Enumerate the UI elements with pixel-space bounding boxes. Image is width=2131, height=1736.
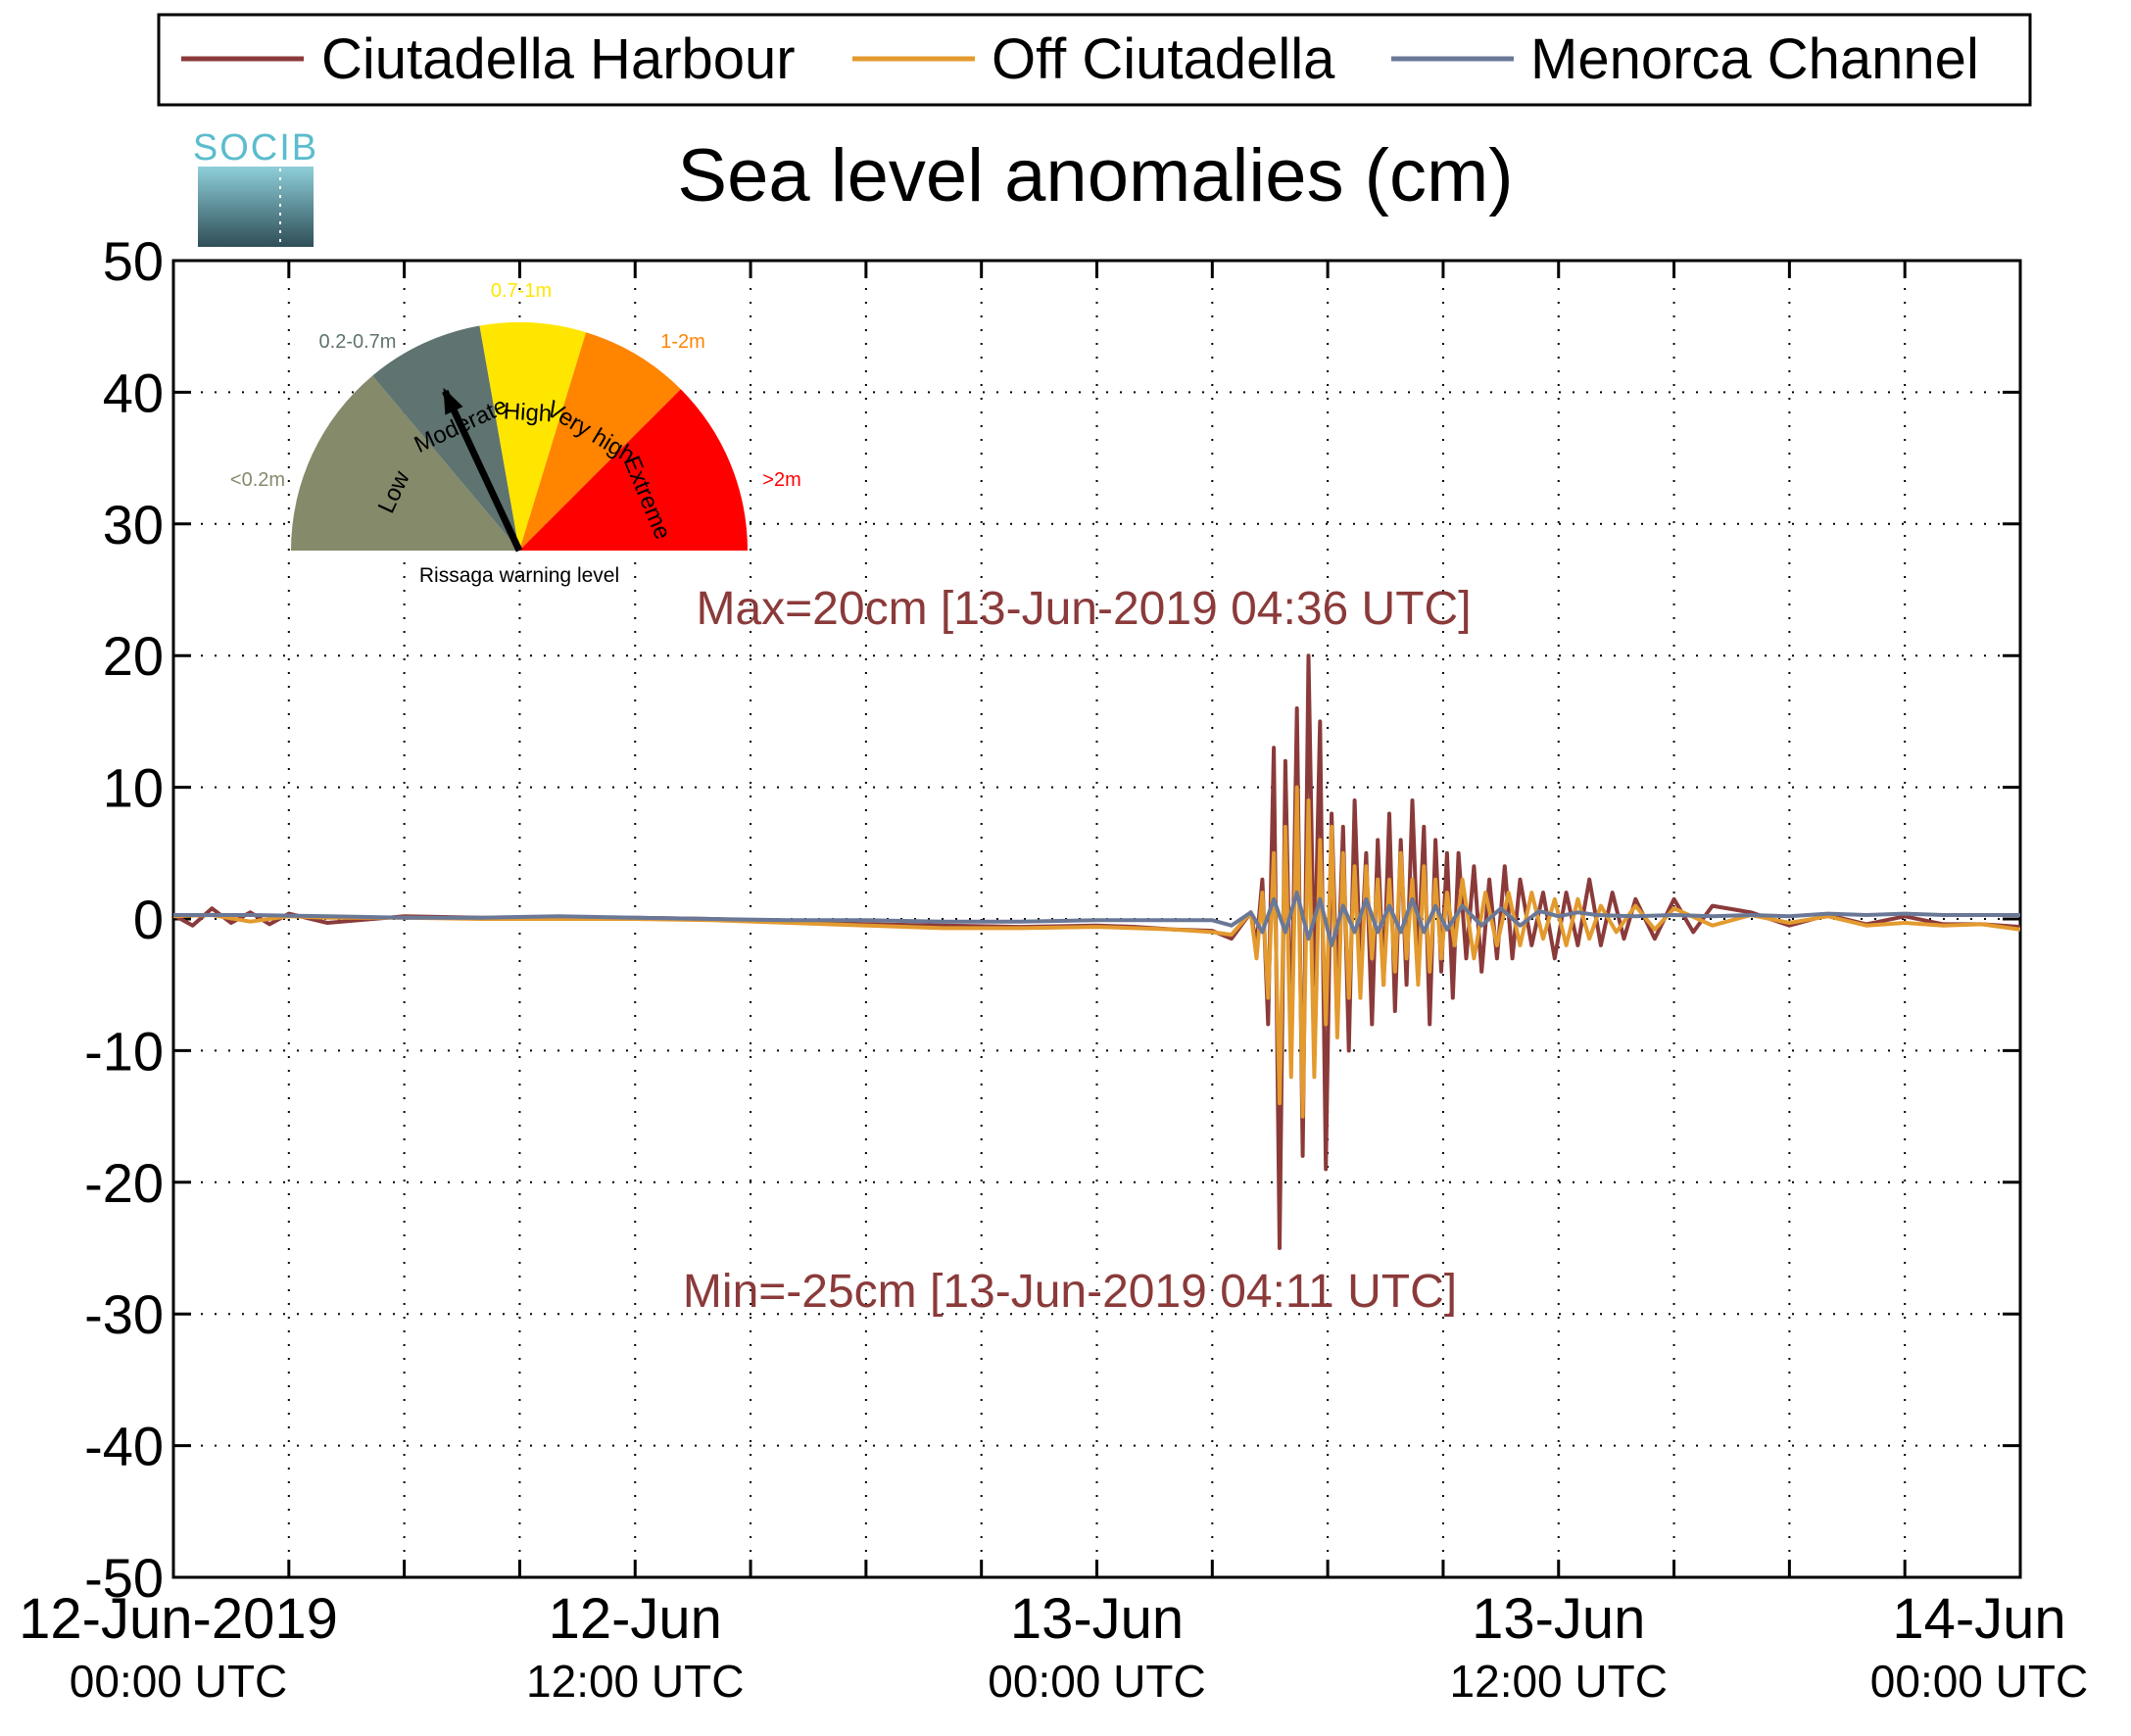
gauge-range-label: 0.7-1m (491, 280, 552, 302)
gauge-level-name: High (503, 398, 553, 427)
x-tick-label-time: 00:00 UTC (988, 1656, 1205, 1707)
gauge-range-label: >2m (762, 469, 800, 491)
gauge-pointer-head (443, 387, 463, 415)
socib-logo: SOCIB (193, 127, 318, 247)
y-tick-label: -40 (84, 1416, 164, 1477)
gauge-sector-high (479, 321, 587, 551)
gauge-sector-very-high (519, 332, 681, 551)
chart-title: Sea level anomalies (cm) (677, 134, 1513, 217)
series-lines (173, 653, 2020, 1250)
logo-water (198, 167, 314, 247)
gauge-pointer (442, 389, 523, 553)
x-tick-label-time: 00:00 UTC (70, 1656, 287, 1707)
annotation-max: Max=20cm [13-Jun-2019 04:36 UTC] (696, 583, 1471, 635)
y-tick-label: 30 (103, 494, 164, 555)
legend-label: Ciutadella Harbour (321, 27, 796, 91)
x-tick-label-date: 12-Jun (549, 1587, 722, 1651)
gauge-sector-moderate (372, 325, 519, 551)
gauge-range-label: 1-2m (660, 331, 705, 353)
x-tick-label-time: 00:00 UTC (1870, 1656, 2088, 1707)
y-tick-label: 40 (103, 362, 164, 423)
annotation-min: Min=-25cm [13-Jun-2019 04:11 UTC] (683, 1266, 1457, 1318)
gauge-sector-extreme (519, 389, 748, 551)
y-tick-label: -10 (84, 1020, 164, 1082)
y-tick-label: -30 (84, 1283, 164, 1345)
warning-gauge: LowModerateHighVery highExtreme<0.2m0.2-… (230, 280, 801, 587)
legend-label: Menorca Channel (1530, 27, 1979, 91)
series-line-menorca-channel (173, 891, 2020, 947)
logo-text: SOCIB (193, 127, 318, 169)
x-tick-label-date: 12-Jun-2019 (19, 1587, 338, 1651)
x-tick-label-date: 14-Jun (1892, 1587, 2065, 1651)
legend: Ciutadella Harbour Off Ciutadella Menorca … (157, 13, 2032, 107)
legend-box (157, 13, 2032, 107)
gauge-sector-low (291, 375, 519, 551)
y-tick-label: 0 (133, 889, 164, 950)
x-tick-label-time: 12:00 UTC (526, 1656, 744, 1707)
x-tick-label-date: 13-Jun (1010, 1587, 1184, 1651)
x-tick-label-time: 12:00 UTC (1450, 1656, 1668, 1707)
x-tick-label-date: 13-Jun (1472, 1587, 1645, 1651)
y-tick-label: -20 (84, 1152, 164, 1214)
axes: 50403020100-10-20-30-40-5012-Jun-201900:… (19, 230, 2088, 1707)
legend-label: Off Ciutadella (992, 27, 1335, 91)
y-tick-label: 50 (103, 230, 164, 292)
gauge-range-label: <0.2m (230, 469, 285, 491)
gauge-range-label: 0.2-0.7m (319, 331, 397, 353)
gauge-title: Rissaga warning level (419, 564, 619, 587)
y-tick-label: 10 (103, 757, 164, 819)
y-tick-label: 20 (103, 625, 164, 687)
series-line-ciutadella-harbour (173, 653, 2020, 1250)
y-tick-label: -50 (84, 1547, 164, 1609)
